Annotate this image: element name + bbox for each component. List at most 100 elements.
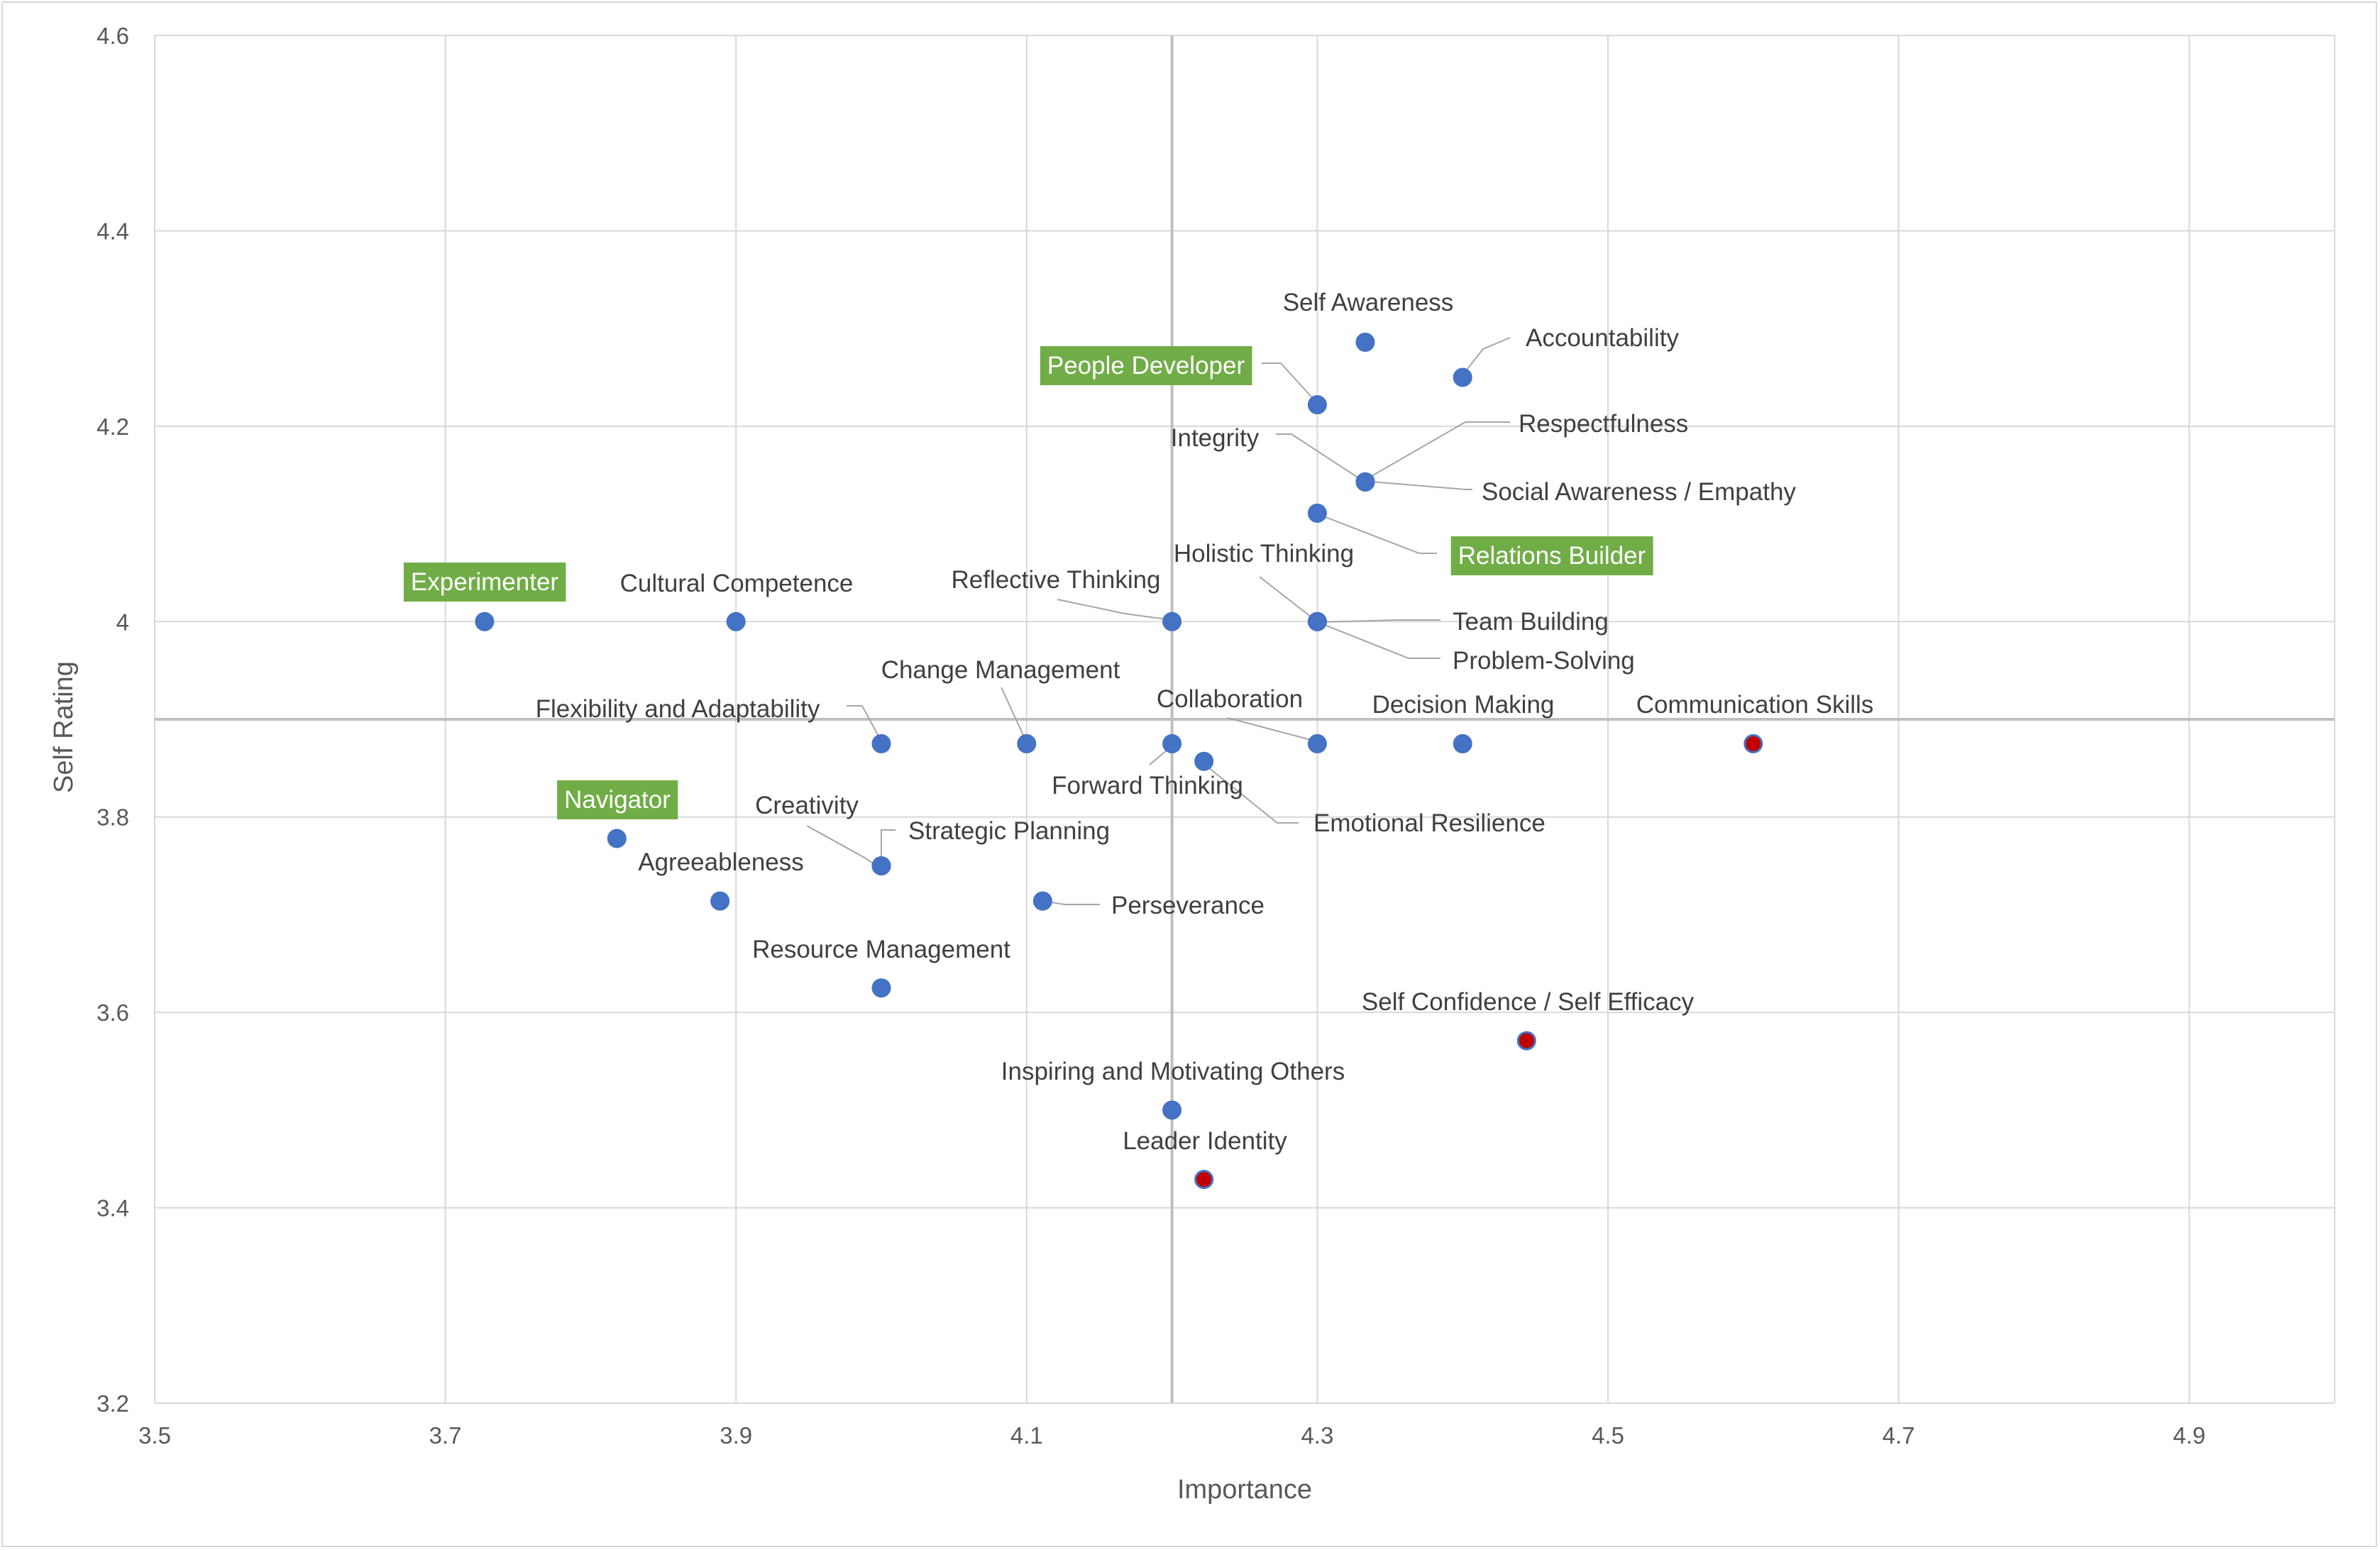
reference-lines <box>155 35 2335 1403</box>
y-tick-label: 4.6 <box>97 23 129 49</box>
data-label: Communication Skills <box>1636 691 1874 719</box>
data-point <box>1453 367 1472 387</box>
data-point <box>1453 734 1472 753</box>
leader-line <box>881 829 896 869</box>
x-tick-label: 4.3 <box>1301 1422 1333 1449</box>
x-tick-label: 4.5 <box>1592 1422 1624 1449</box>
data-label: Perseverance <box>1111 892 1265 919</box>
data-point <box>1032 891 1052 911</box>
leader-line <box>1362 480 1472 490</box>
data-label: Accountability <box>1526 324 1679 352</box>
data-point <box>1017 734 1037 753</box>
y-tick-label: 4 <box>116 609 129 635</box>
leader-line <box>1317 621 1440 659</box>
data-point <box>1194 751 1214 771</box>
data-label: Flexibility and Adaptability <box>536 695 820 723</box>
data-point <box>1355 332 1375 352</box>
data-label: Social Awareness / Empathy <box>1482 478 1796 506</box>
data-point <box>1307 734 1327 753</box>
leader-line <box>1262 362 1317 403</box>
data-label: Leader Identity <box>1123 1127 1287 1155</box>
leader-line <box>847 705 882 742</box>
y-tick-label: 3.2 <box>97 1390 129 1417</box>
data-point <box>871 856 891 876</box>
data-points <box>475 332 1763 1190</box>
data-label: Forward Thinking <box>1052 772 1243 799</box>
y-tick-label: 3.6 <box>97 1000 129 1026</box>
x-tick-labels: 3.5 3.7 3.9 4.1 4.3 4.5 4.7 4.9 <box>138 1422 2205 1449</box>
data-point <box>1743 734 1763 753</box>
data-point <box>1516 1031 1536 1051</box>
data-label: Resource Management <box>752 936 1010 963</box>
leader-line <box>1362 421 1510 482</box>
leader-line <box>806 825 882 870</box>
category-label: Experimenter <box>411 568 558 596</box>
data-label: Inspiring and Motivating Others <box>1001 1058 1345 1085</box>
data-label: Reflective Thinking <box>951 566 1160 594</box>
data-point <box>1162 1100 1182 1120</box>
leader-line <box>1461 337 1511 377</box>
category-label-box <box>557 780 678 819</box>
data-point <box>710 891 730 911</box>
data-label: Emotional Resilience <box>1313 809 1546 837</box>
leader-line <box>1317 619 1440 623</box>
y-tick-label: 3.8 <box>97 804 129 831</box>
leader-line <box>1204 764 1299 824</box>
leader-line <box>1276 433 1364 482</box>
category-label: Navigator <box>564 786 671 814</box>
data-label: Integrity <box>1171 424 1260 452</box>
data-point <box>871 734 891 753</box>
x-tick-label: 4.9 <box>2173 1422 2205 1449</box>
data-labels: Self Awareness Accountability People Devel… <box>403 289 1874 1155</box>
category-label-box <box>1450 536 1653 575</box>
leader-line <box>1316 513 1437 554</box>
data-label: Holistic Thinking <box>1174 540 1354 568</box>
x-axis-title: Importance <box>1177 1475 1312 1505</box>
data-label: Strategic Planning <box>908 817 1110 845</box>
y-tick-label: 4.2 <box>97 414 129 440</box>
data-label: Self Confidence / Self Efficacy <box>1362 988 1695 1016</box>
data-point <box>1307 611 1327 631</box>
x-tick-label: 3.9 <box>720 1422 752 1449</box>
category-label: Relations Builder <box>1458 542 1646 570</box>
category-label-box <box>1040 346 1252 385</box>
x-tick-label: 3.5 <box>138 1422 171 1449</box>
leader-line <box>1259 576 1318 623</box>
data-point <box>1162 734 1182 753</box>
label-leader-lines <box>806 337 1511 905</box>
data-label: Cultural Competence <box>620 570 854 597</box>
y-tick-label: 3.4 <box>97 1195 129 1222</box>
data-point <box>607 829 627 848</box>
data-point <box>1307 395 1327 415</box>
data-label: Problem-Solving <box>1453 647 1635 675</box>
category-label: People Developer <box>1047 352 1245 380</box>
y-axis-title: Self Rating <box>49 661 79 793</box>
data-label: Creativity <box>755 792 859 819</box>
y-tick-labels: 3.2 3.4 3.6 3.8 4 4.2 4.4 4.6 <box>97 23 129 1417</box>
leader-line <box>1057 599 1172 621</box>
leader-line <box>1227 717 1317 742</box>
data-label: Change Management <box>881 656 1120 684</box>
data-point <box>1194 1170 1214 1190</box>
leader-line <box>1001 687 1027 742</box>
y-tick-label: 4.4 <box>97 218 129 244</box>
x-tick-label: 4.1 <box>1010 1422 1043 1449</box>
data-point <box>726 611 746 631</box>
data-label: Team Building <box>1453 608 1609 636</box>
data-label: Respectfulness <box>1519 410 1688 438</box>
data-point <box>1162 611 1182 631</box>
y-gridlines <box>155 35 2335 1404</box>
x-tick-label: 4.7 <box>1883 1422 1915 1449</box>
data-point <box>1355 472 1375 492</box>
data-point <box>871 978 891 998</box>
data-label: Collaboration <box>1157 685 1303 713</box>
data-point <box>475 611 495 631</box>
data-point <box>1307 503 1327 523</box>
data-label: Self Awareness <box>1283 289 1454 316</box>
data-label: Agreeableness <box>638 848 804 876</box>
category-label-box <box>403 563 566 602</box>
x-tick-label: 3.7 <box>429 1422 462 1449</box>
data-label: Decision Making <box>1372 691 1555 719</box>
